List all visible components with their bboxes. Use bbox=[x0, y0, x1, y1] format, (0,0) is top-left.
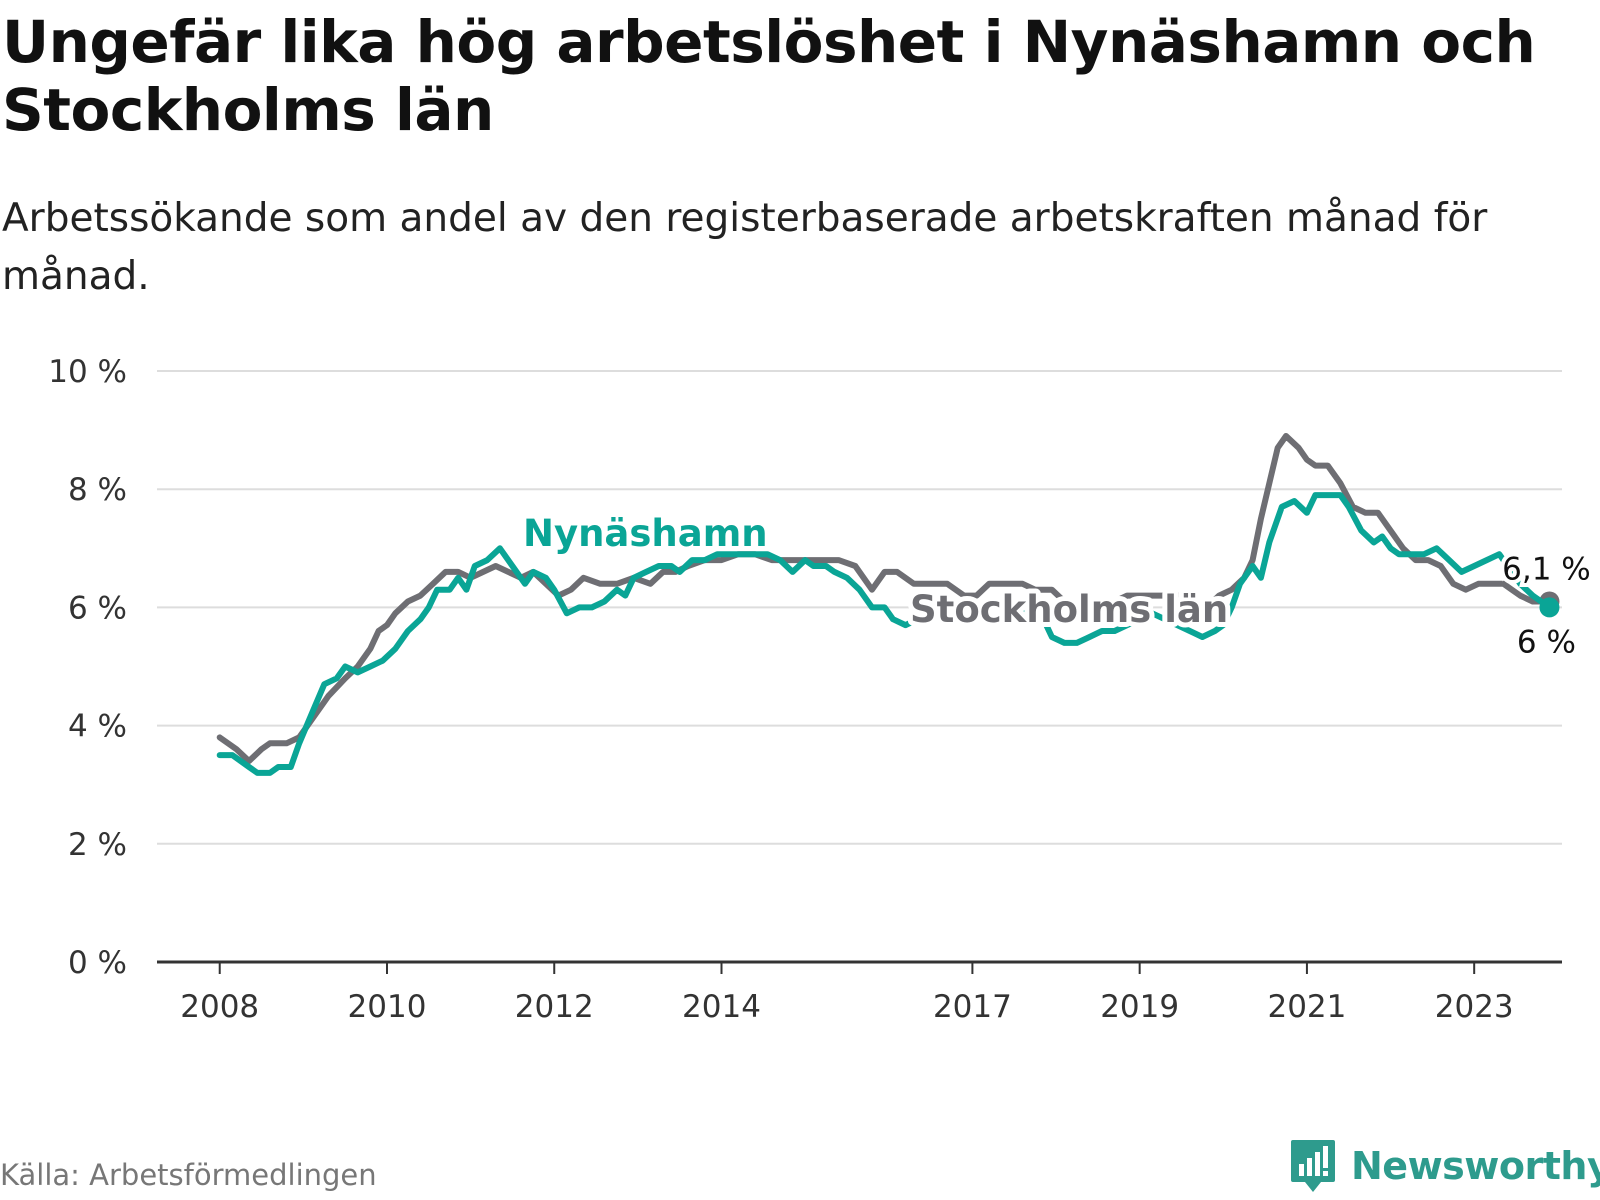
x-tick-label: 2019 bbox=[1100, 989, 1179, 1025]
x-axis-ticks: 2008 2010 2012 2014 2017 2019 2021 2023 bbox=[180, 962, 1514, 1025]
source-note: Källa: Arbetsförmedlingen bbox=[0, 1158, 377, 1192]
y-tick-label: 0 % bbox=[68, 945, 127, 981]
chart-title: Ungefär lika hög arbetslöshet i Nynäsham… bbox=[2, 8, 1536, 144]
brand-logo[interactable]: Newsworthy bbox=[1289, 1138, 1600, 1194]
series-label-stockholms-lan: Stockholms län bbox=[910, 588, 1228, 631]
series-line-nynashamn bbox=[216, 492, 1553, 776]
x-tick-label: 2017 bbox=[933, 989, 1012, 1025]
x-tick-label: 2008 bbox=[180, 989, 259, 1025]
x-tick-label: 2010 bbox=[348, 989, 427, 1025]
x-tick-label: 2023 bbox=[1435, 989, 1514, 1025]
series-labels: Nynäshamn Stockholms län 6,1 % 6 % bbox=[518, 507, 1595, 664]
x-tick-label: 2021 bbox=[1267, 989, 1346, 1025]
chart-subtitle: Arbetssökande som andel av den registerb… bbox=[2, 196, 1488, 299]
series-line-stockholms-lan bbox=[216, 433, 1553, 765]
value-label-stockholms-lan: 6,1 % bbox=[1502, 551, 1591, 587]
y-tick-label: 8 % bbox=[68, 472, 127, 508]
x-tick-label: 2012 bbox=[515, 989, 594, 1025]
bar-chart-logo-icon bbox=[1291, 1140, 1335, 1192]
gridlines bbox=[157, 370, 1562, 845]
brand-name: Newsworthy bbox=[1351, 1144, 1600, 1188]
line-chart: 0 % 2 % 4 % 6 % 8 % 10 % 2008 2010 2012 2014 2017… bbox=[48, 354, 1595, 1025]
y-tick-label: 2 % bbox=[68, 827, 127, 863]
value-label-nynashamn: 6 % bbox=[1517, 624, 1576, 660]
x-tick-label: 2014 bbox=[682, 989, 761, 1025]
y-tick-label: 6 % bbox=[68, 590, 127, 626]
y-tick-label: 4 % bbox=[68, 709, 127, 745]
series-label-nynashamn: Nynäshamn bbox=[523, 512, 768, 555]
y-axis-ticks: 0 % 2 % 4 % 6 % 8 % 10 % bbox=[48, 354, 127, 981]
y-tick-label: 10 % bbox=[48, 354, 127, 390]
series-lines bbox=[216, 433, 1560, 776]
end-point-nynashamn bbox=[1539, 597, 1560, 618]
